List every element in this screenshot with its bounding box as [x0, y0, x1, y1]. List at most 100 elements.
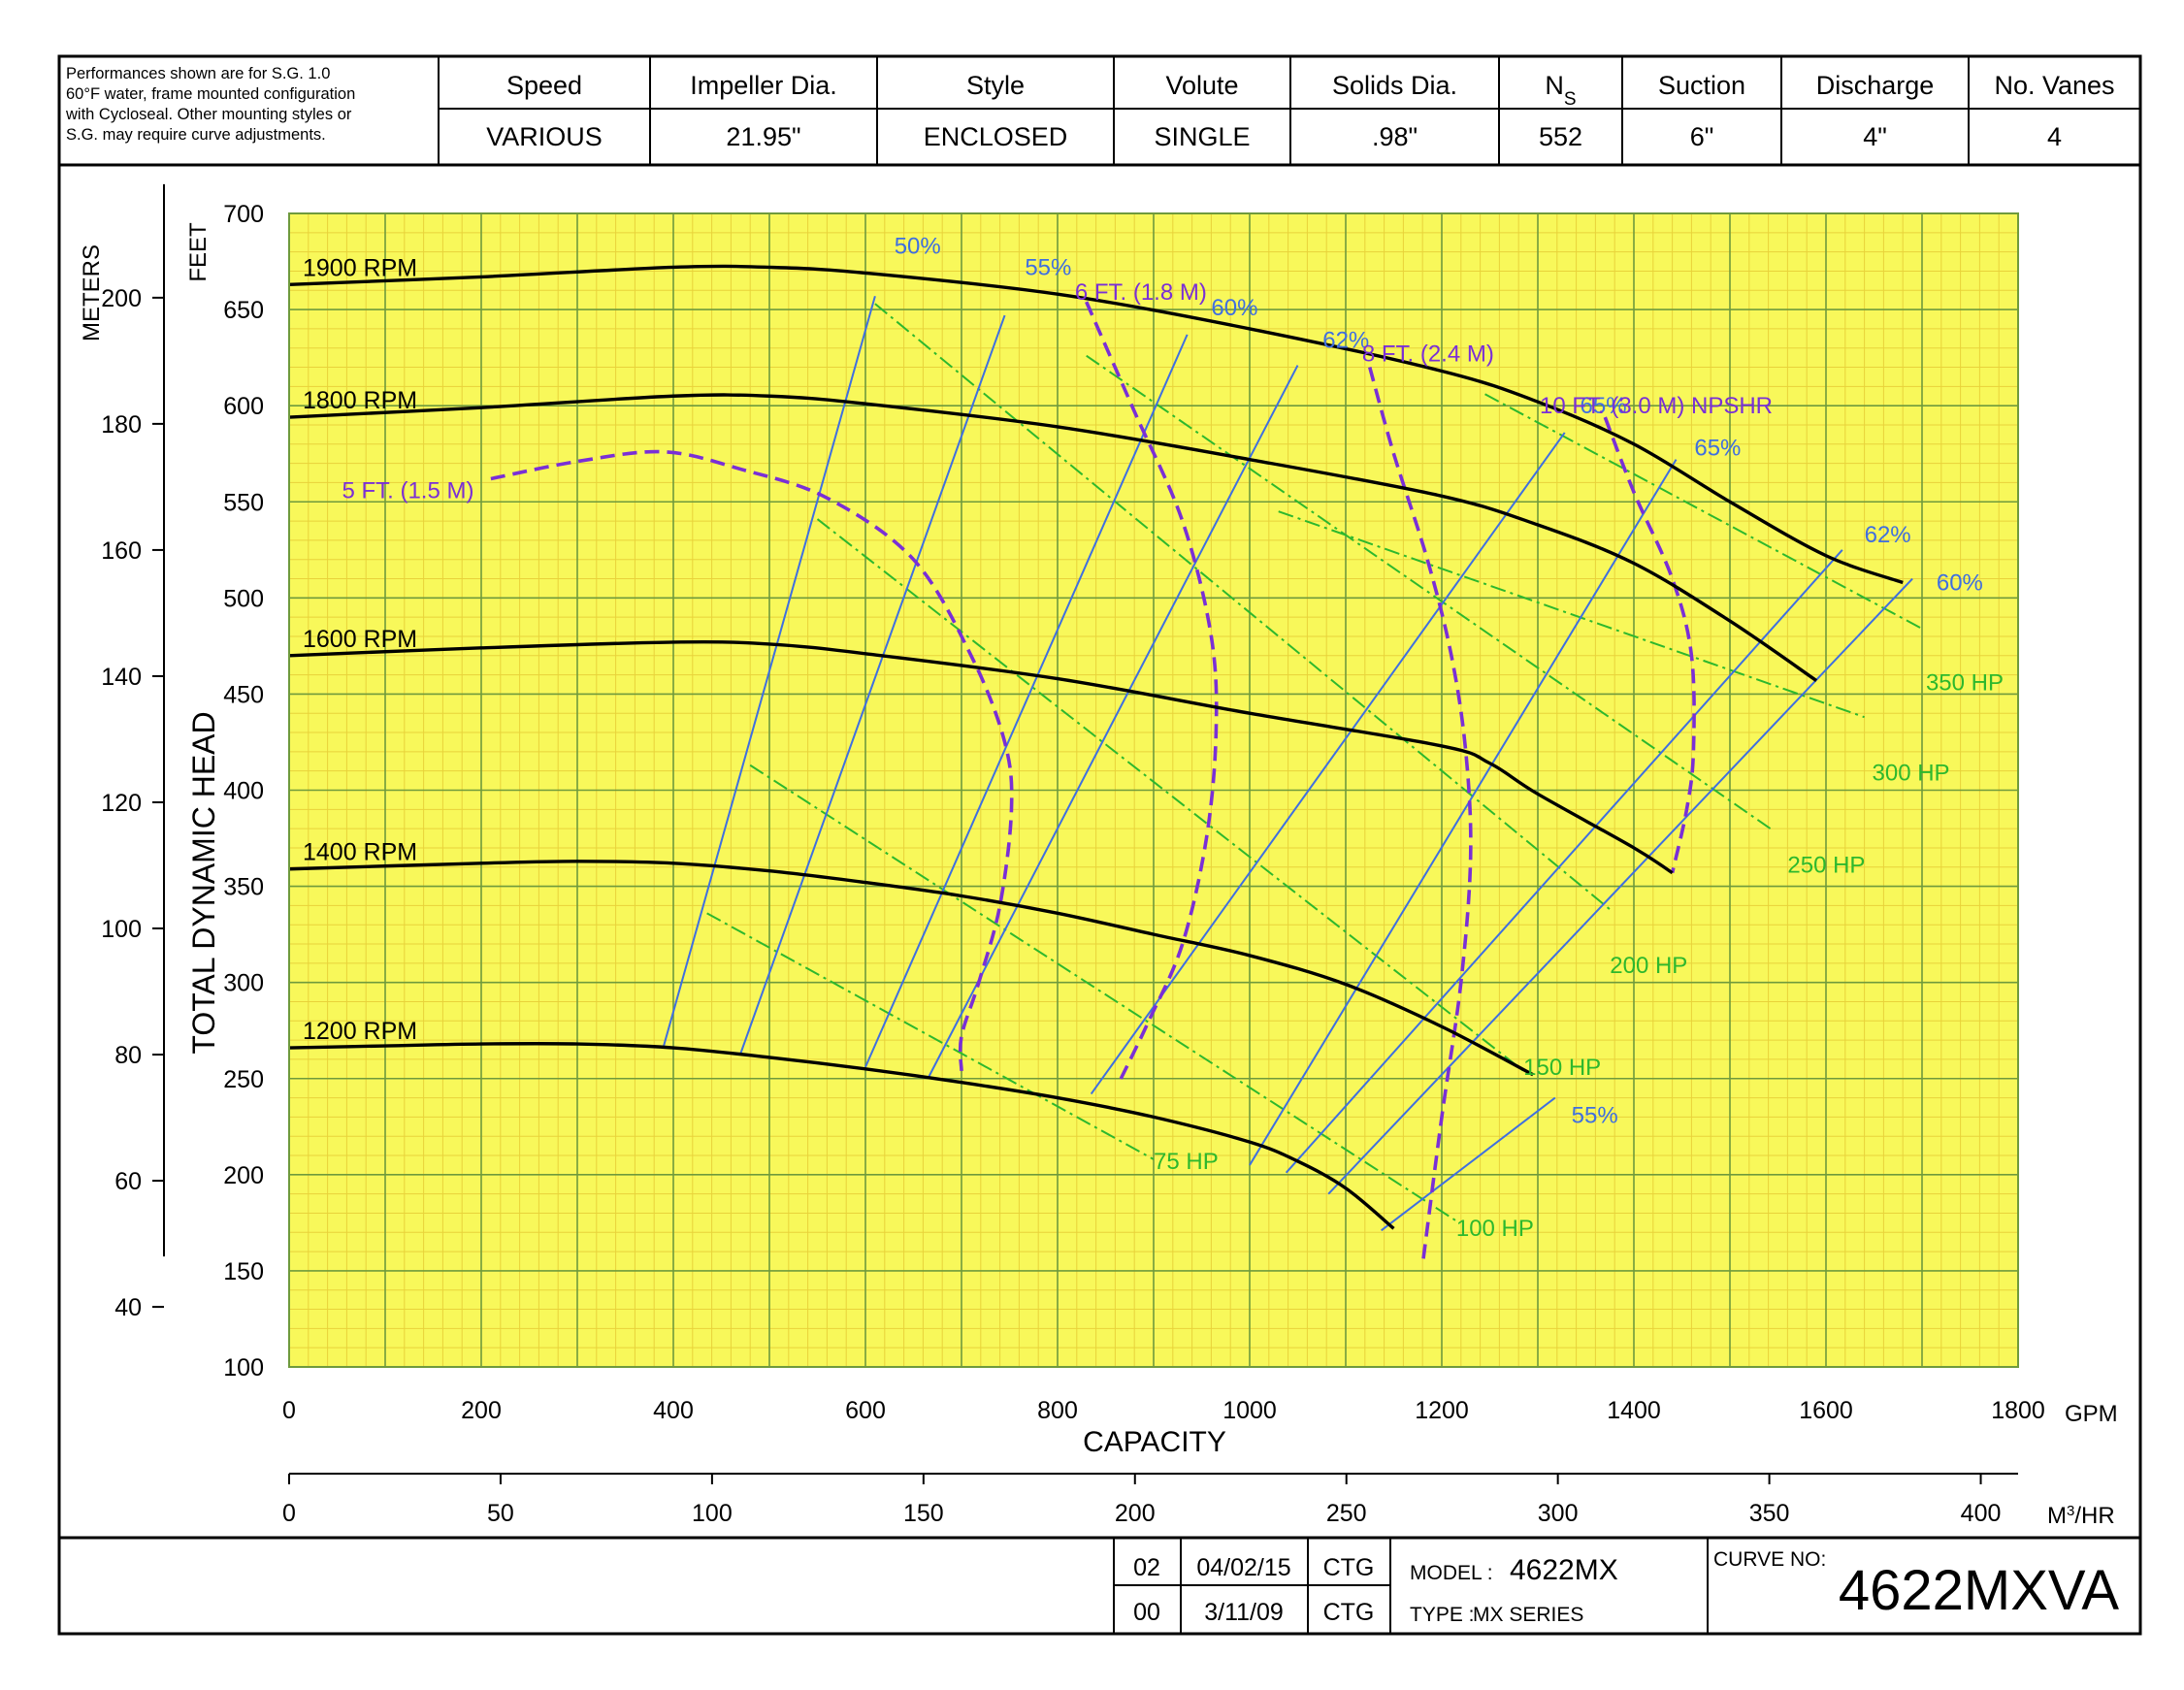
npshr-curve: [490, 449, 1014, 1071]
meters-tick-label: 180: [101, 411, 142, 439]
m3hr-tick-label: 250: [1326, 1500, 1367, 1527]
x-tick-label: 1600: [1799, 1397, 1853, 1424]
x-tick-label: 1800: [1991, 1397, 2045, 1424]
m3hr-tick-label: 150: [903, 1500, 944, 1527]
y-tick-label: 450: [223, 681, 264, 708]
x-tick-label: 1400: [1607, 1397, 1661, 1424]
header-column-label: Speed: [506, 71, 582, 100]
head-curve: [288, 264, 1904, 585]
spec-header: Performances shown are for S.G. 1.0 60°F…: [59, 56, 2140, 167]
header-column-label: No. Vanes: [1994, 71, 2114, 100]
m3hr-tick-label: 100: [692, 1500, 733, 1527]
power-label: 100 HP: [1456, 1216, 1534, 1242]
efficiency-label: 65%: [1581, 393, 1627, 419]
power-label: 350 HP: [1926, 669, 2004, 696]
m3hr-tick-label: 200: [1115, 1500, 1156, 1527]
head-curve: [288, 860, 1534, 1077]
efficiency-lines: [663, 295, 1913, 1232]
head-curve: [288, 393, 1818, 682]
head-curve-label: 1800 RPM: [303, 387, 417, 414]
power-label: 200 HP: [1610, 953, 1687, 979]
y-tick-label: 300: [223, 970, 264, 997]
m3hr-tick-label: 400: [1961, 1500, 2002, 1527]
npshr-curve: [1085, 301, 1219, 1082]
meters-tick-label: 120: [101, 790, 142, 817]
power-line: [1278, 510, 1865, 719]
m3hr-tick-label: 350: [1749, 1500, 1790, 1527]
header-note-line: Performances shown are for S.G. 1.0: [66, 65, 330, 82]
efficiency-label: 55%: [1025, 254, 1071, 280]
y-tick-label: 200: [223, 1162, 264, 1189]
power-line: [1484, 393, 1923, 630]
power-label: 300 HP: [1873, 761, 1950, 787]
curve-number-label: CURVE NO:: [1713, 1548, 1826, 1571]
head-curves: [288, 264, 1904, 1230]
x-tick-label: 200: [461, 1397, 502, 1424]
meters-tick-label: 160: [101, 537, 142, 565]
x-axis-m3hr: 0 50 100 150 200 250 300 350 400: [282, 1473, 2018, 1527]
revision-number: 02: [1133, 1554, 1160, 1581]
header-column-label: Suction: [1658, 71, 1745, 100]
x-tick-label: 1000: [1222, 1397, 1277, 1424]
npshr-label: 8 FT. (2.4 M): [1362, 341, 1494, 368]
meters-tick-label: 200: [101, 285, 142, 312]
head-curve: [288, 639, 1674, 875]
efficiency-line: [864, 334, 1189, 1068]
efficiency-line: [1090, 432, 1566, 1095]
header-note-line: S.G. may require curve adjustments.: [66, 126, 326, 144]
efficiency-label: 60%: [1211, 295, 1257, 321]
y-unit-feet: FEET: [185, 222, 212, 282]
npshr-label: 5 FT. (1.5 M): [342, 477, 473, 504]
header-column-value: 6": [1690, 122, 1714, 151]
efficiency-line: [663, 295, 876, 1047]
y-tick-label: 400: [223, 778, 264, 805]
x-tick-label: 0: [282, 1397, 296, 1424]
head-curve-label: 1200 RPM: [303, 1018, 417, 1045]
header-column-value: 4": [1863, 122, 1887, 151]
model-value: 4622MX: [1510, 1554, 1618, 1586]
head-curve: [288, 1041, 1395, 1230]
header-column-label: Solids Dia.: [1332, 71, 1457, 100]
efficiency-line: [739, 314, 1006, 1055]
power-label: 150 HP: [1523, 1055, 1601, 1081]
m3hr-tick-label: 0: [282, 1500, 296, 1527]
efficiency-label: 50%: [895, 234, 941, 260]
header-note-line: 60°F water, frame mounted configuration: [66, 85, 355, 103]
header-column-label: Volute: [1165, 71, 1238, 100]
efficiency-label: 60%: [1937, 569, 1983, 596]
header-column-value: 4: [2047, 122, 2062, 151]
y-axis-feet: 100 150 200 250 300 350 400 450 500 550 600 650 700: [223, 201, 264, 1381]
x-axis-gpm: 0 200 400 600 800 1000 1200 1400 1600 1800: [282, 1397, 2045, 1424]
power-line: [874, 303, 1611, 911]
y-tick-label: 350: [223, 874, 264, 901]
x-tick-label: 400: [653, 1397, 694, 1424]
m3hr-tick-label: 300: [1538, 1500, 1579, 1527]
power-line: [1086, 354, 1775, 831]
power-line: [706, 912, 1155, 1160]
power-line: [816, 518, 1524, 1072]
head-curve-label: 1900 RPM: [303, 254, 417, 281]
power-label: 250 HP: [1787, 853, 1865, 879]
npshr-label: 10 FT. (3.0 M) NPSHR: [1540, 393, 1773, 419]
header-column-value: ENCLOSED: [924, 122, 1068, 151]
model-label: MODEL :: [1410, 1562, 1493, 1584]
y-tick-label: 500: [223, 585, 264, 612]
y-tick-label: 150: [223, 1258, 264, 1285]
y-axis-meters: 40 60 80 100 120 140 160 180 200: [101, 183, 165, 1321]
revision-date: 3/11/09: [1204, 1599, 1284, 1626]
title-block: 02 04/02/15 CTG 00 3/11/09 CTG MODEL : 4…: [59, 1536, 2140, 1634]
plot-area: 1900 RPM 1800 RPM 1600 RPM 1400 RPM 1200 RPM…: [288, 212, 2019, 1368]
efficiency-line: [1381, 1096, 1556, 1232]
y-tick-label: 250: [223, 1066, 264, 1093]
y-tick-label: 650: [223, 297, 264, 324]
header-column-label: Impeller Dia.: [690, 71, 837, 100]
y-unit-meters: METERS: [79, 244, 105, 341]
revision-by: CTG: [1323, 1599, 1375, 1626]
efficiency-label: 62%: [1322, 328, 1369, 354]
header-column-value: 21.95": [726, 122, 800, 151]
header-column-value: 552: [1539, 122, 1582, 151]
axes: 0 200 400 600 800 1000 1200 1400 1600 1800 0 50 100…: [79, 183, 2118, 1529]
meters-tick-label: 40: [114, 1294, 142, 1321]
efficiency-line: [1249, 459, 1678, 1166]
